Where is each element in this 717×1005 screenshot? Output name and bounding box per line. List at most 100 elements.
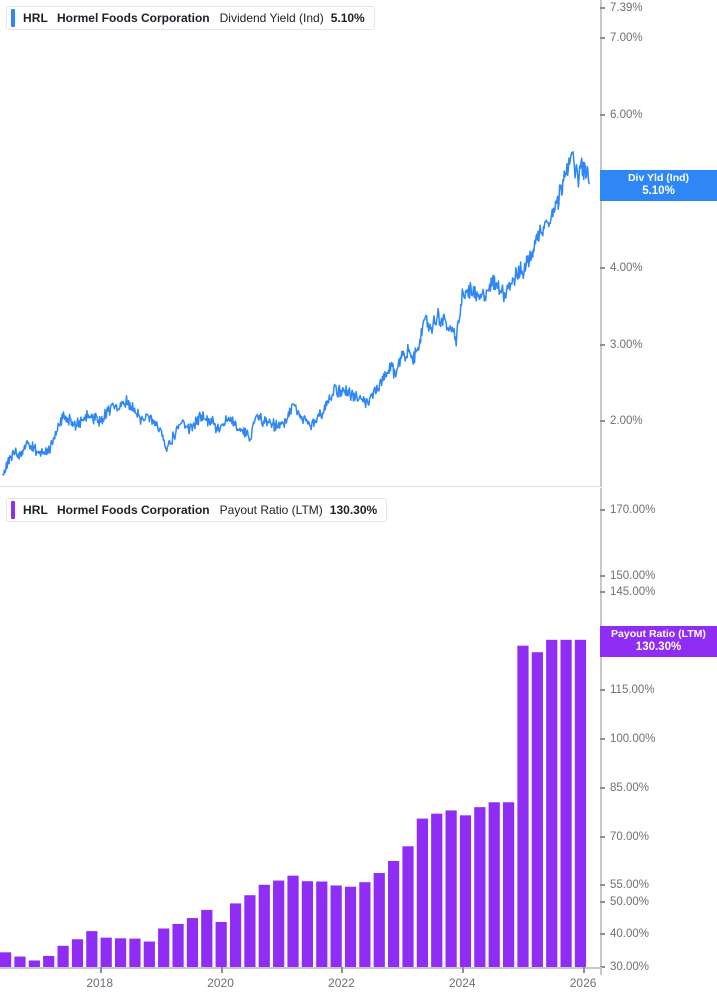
dividend-yield-y-axis: 7.39%7.00%6.00%5.00%4.00%3.00%2.00% [600,0,717,487]
payout-ratio-bar[interactable] [416,818,428,967]
tick-mark-icon [600,835,605,838]
legend-dividend-yield[interactable]: HRL Hormel Foods Corporation Dividend Yi… [6,6,375,30]
tick-mark-icon [600,113,605,116]
y-tick-dividend-yield: 2.00% [600,414,643,428]
x-tick-mark-icon [220,967,223,973]
tick-mark-icon [600,509,605,512]
payout-ratio-bar[interactable] [502,802,515,967]
y-tick-label: 4.00% [610,262,643,275]
payout-ratio-bar[interactable] [201,909,213,967]
payout-ratio-bar[interactable] [86,931,98,967]
payout-ratio-bar[interactable] [373,873,385,967]
payout-ratio-bar[interactable] [474,807,486,967]
legend-ticker-symbol: HRL [23,503,48,517]
legend-payout-ratio[interactable]: HRL Hormel Foods Corporation Payout Rati… [6,498,388,522]
legend-metric-name: Dividend Yield (Ind) [219,11,324,25]
tick-mark-icon [600,36,605,39]
y-axis-line-top [600,0,602,487]
x-axis: 2018 2020 2022 2024 2026 [0,967,717,1005]
payout-ratio-bar[interactable] [287,875,299,967]
payout-ratio-bar[interactable] [574,639,587,967]
payout-ratio-bar[interactable] [229,903,242,967]
y-tick-label: 100.00% [610,732,656,745]
y-tick-label: 85.00% [610,781,650,794]
payout-ratio-bar[interactable] [330,885,342,967]
payout-ratio-bar[interactable] [186,918,199,967]
y-tick-dividend-yield: 3.00% [600,338,643,352]
payout-ratio-bar[interactable] [459,815,472,967]
x-tick-mark-icon [99,967,102,973]
y-tick-label: 150.00% [610,569,656,582]
payout-ratio-bar[interactable] [172,923,184,967]
dividend-yield-chart-panel[interactable] [0,0,600,487]
payout-ratio-bar[interactable] [431,813,443,967]
y-tick-dividend-yield: 4.00% [600,261,643,275]
legend-company-name: Hormel Foods Corporation [56,503,210,517]
payout-ratio-bar[interactable] [488,802,500,967]
tick-mark-icon [600,590,605,593]
payout-ratio-bar[interactable] [301,881,314,967]
y-tick-payout-ratio: 115.00% [600,683,655,697]
payout-ratio-bar[interactable] [546,639,558,967]
payout-ratio-bar[interactable] [71,939,84,967]
legend-color-chip-dividend-yield [11,9,15,27]
payout-ratio-bar[interactable] [43,955,55,967]
payout-ratio-bar[interactable] [0,952,12,967]
payout-ratio-bar-plot [0,639,587,967]
tick-mark-icon [600,933,605,936]
payout-ratio-bar[interactable] [445,810,457,967]
x-axis-corner [600,967,602,975]
payout-ratio-bar[interactable] [388,860,400,967]
y-tick-dividend-yield: 6.00% [600,108,643,122]
legend-metric-name: Payout Ratio (LTM) [219,503,323,517]
payout-ratio-bar[interactable] [114,938,127,967]
payout-ratio-bar[interactable] [517,645,529,967]
x-tick-mark-icon [462,967,465,973]
payout-ratio-bar[interactable] [402,846,414,967]
payout-ratio-bar[interactable] [560,639,572,967]
payout-ratio-bar[interactable] [316,881,328,967]
badge-metric-label-bottom: Payout Ratio (LTM) [611,627,706,640]
x-axis-baseline [0,967,600,969]
y-tick-label: 115.00% [610,683,655,696]
payout-ratio-bar[interactable] [531,652,543,967]
y-tick-label: 7.00% [610,31,643,44]
payout-ratio-bar[interactable] [129,938,141,967]
y-tick-payout-ratio: 150.00% [600,569,655,583]
payout-ratio-bar[interactable] [359,882,371,967]
y-tick-payout-ratio: 55.00% [600,878,649,892]
y-tick-dividend-yield: 7.00% [600,31,643,45]
tick-mark-icon [600,420,605,423]
y-tick-label: 50.00% [610,895,650,908]
payout-ratio-bar[interactable] [57,945,69,967]
y-tick-label: 30.00% [610,961,650,973]
payout-ratio-value-badge: Payout Ratio (LTM) 130.30% [600,625,717,657]
y-tick-label: 40.00% [610,928,650,941]
tick-mark-icon [600,688,605,691]
payout-ratio-bar[interactable] [100,937,112,967]
legend-metric-value: 5.10% [330,11,365,25]
payout-ratio-bar[interactable] [244,895,256,967]
y-tick-payout-ratio: 85.00% [600,781,649,795]
payout-ratio-bar[interactable] [258,884,270,967]
x-tick-label: 2024 [448,976,476,990]
x-tick-label: 2026 [569,976,597,990]
legend-ticker-symbol: HRL [23,11,48,25]
payout-ratio-bar[interactable] [14,956,26,967]
tick-mark-icon [600,574,605,577]
x-tick-mark-icon [583,967,586,973]
payout-ratio-bar[interactable] [273,880,285,967]
payout-ratio-bar[interactable] [344,886,357,967]
payout-ratio-bar[interactable] [158,928,170,967]
x-tick-mark-icon [341,967,344,973]
payout-ratio-bar[interactable] [215,921,227,967]
y-tick-label: 2.00% [610,415,643,428]
x-tick-label: 2022 [328,976,355,990]
payout-ratio-bar[interactable] [28,960,40,967]
y-tick-payout-ratio: 50.00% [600,895,649,909]
tick-mark-icon [600,737,605,740]
payout-ratio-bar[interactable] [143,941,155,967]
legend-metric-value: 130.30% [329,503,378,517]
payout-ratio-chart-panel[interactable] [0,488,600,967]
tick-mark-icon [600,267,605,270]
